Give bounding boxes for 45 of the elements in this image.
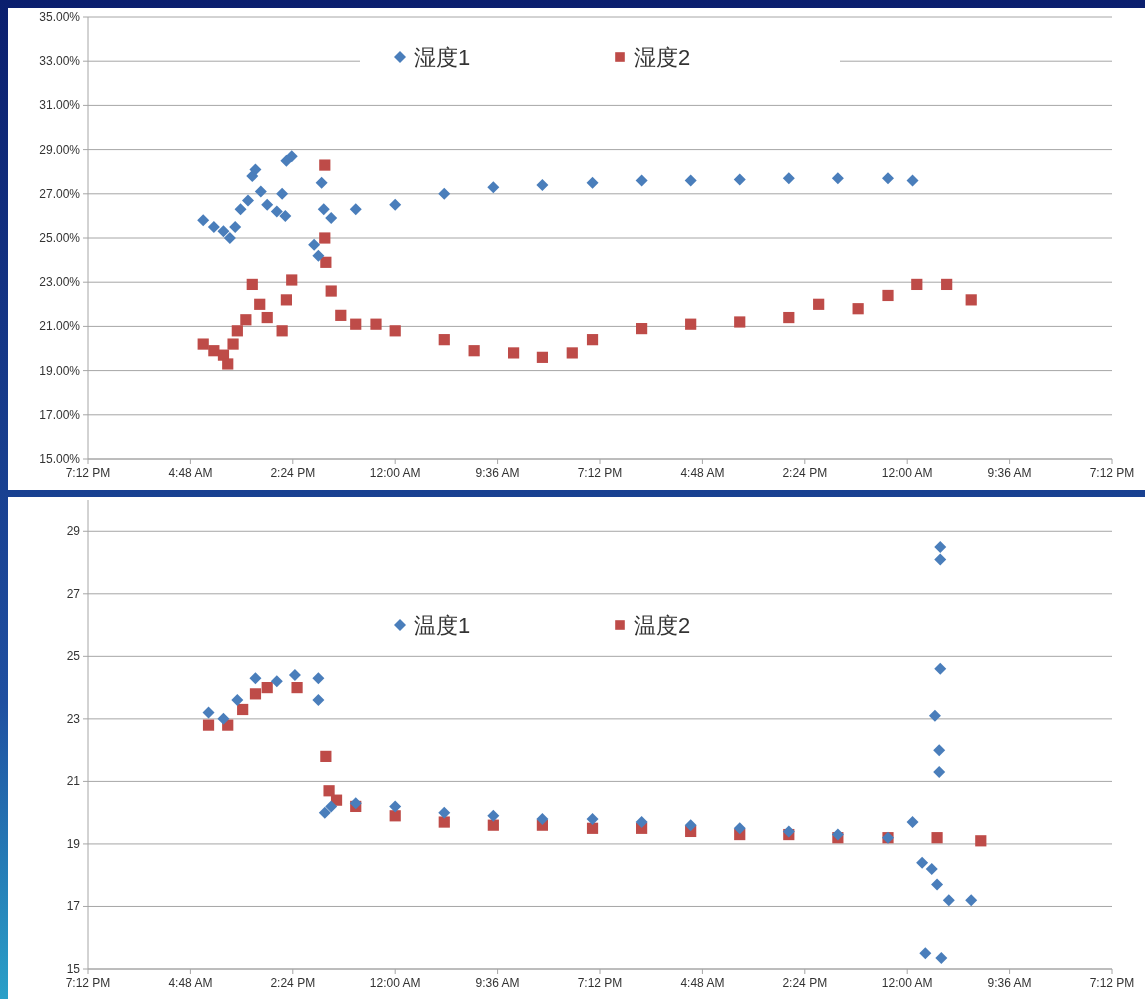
legend-label: 湿度2: [634, 45, 691, 70]
x-tick-label: 7:12 PM: [577, 466, 623, 480]
y-tick-label: 17: [66, 899, 81, 914]
y-tick-label: 29.00%: [39, 142, 81, 157]
legend-label: 湿度1: [414, 45, 471, 70]
y-tick-label: 35.00%: [39, 10, 81, 24]
x-tick-label: 12:00 AM: [369, 976, 421, 990]
y-tick-label: 33.00%: [39, 54, 81, 69]
x-tick-label: 7:12 PM: [577, 976, 623, 990]
x-tick-label: 2:24 PM: [270, 976, 316, 990]
y-tick-label: 19: [66, 836, 81, 851]
y-tick-label: 25.00%: [39, 231, 81, 245]
y-tick-label: 15: [66, 962, 81, 976]
y-tick-label: 19.00%: [39, 363, 81, 378]
y-tick-label: 23.00%: [39, 275, 81, 290]
x-tick-label: 12:00 AM: [369, 466, 421, 480]
y-tick-label: 23: [66, 711, 81, 726]
y-tick-label: 31.00%: [39, 98, 81, 113]
y-tick-label: 15.00%: [39, 452, 81, 466]
x-tick-label: 4:48 AM: [168, 976, 213, 990]
x-tick-label: 7:12 PM: [65, 976, 111, 990]
x-tick-label: 2:24 PM: [270, 466, 316, 480]
y-tick-label: 17.00%: [39, 407, 81, 422]
x-tick-label: 2:24 PM: [782, 466, 828, 480]
y-tick-label: 21: [66, 774, 81, 789]
y-tick-label: 27: [66, 586, 81, 601]
x-tick-label: 4:48 AM: [680, 976, 725, 990]
x-tick-label: 7:12 PM: [65, 466, 111, 480]
y-tick-label: 21.00%: [39, 319, 81, 334]
y-tick-label: 29: [66, 524, 81, 539]
x-tick-label: 12:00 AM: [881, 466, 933, 480]
x-tick-label: 9:36 AM: [987, 466, 1032, 480]
legend-label: 温度1: [414, 613, 471, 638]
x-tick-label: 2:24 PM: [782, 976, 828, 990]
x-tick-label: 9:36 AM: [475, 976, 520, 990]
legend-label: 温度2: [634, 613, 691, 638]
x-tick-label: 4:48 AM: [680, 466, 725, 480]
x-tick-label: 12:00 AM: [881, 976, 933, 990]
x-tick-label: 4:48 AM: [168, 466, 213, 480]
y-tick-label: 25: [66, 649, 81, 664]
x-tick-label: 7:12 PM: [1089, 976, 1135, 990]
x-tick-label: 9:36 AM: [987, 976, 1032, 990]
x-tick-label: 9:36 AM: [475, 466, 520, 480]
y-tick-label: 27.00%: [39, 186, 81, 201]
x-tick-label: 7:12 PM: [1089, 466, 1135, 480]
